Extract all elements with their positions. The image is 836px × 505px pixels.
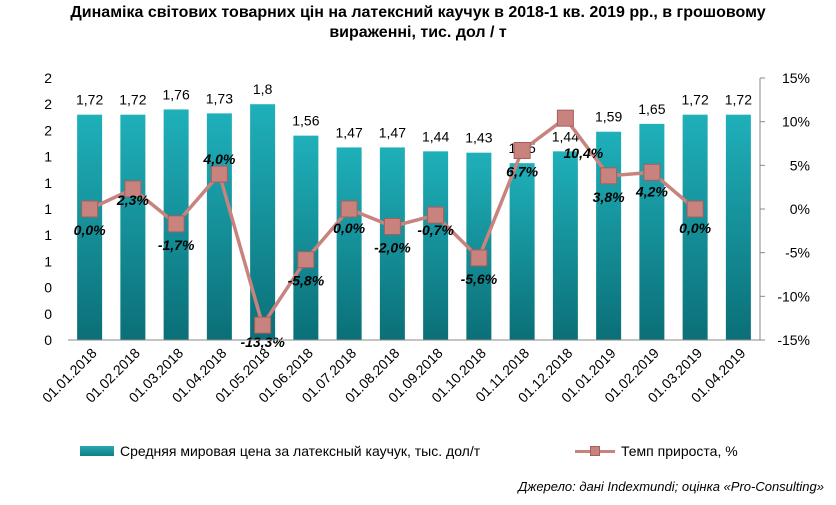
growth-data-label: 4,2% xyxy=(635,183,668,199)
left-axis-tick-label: 2 xyxy=(44,122,52,138)
growth-marker xyxy=(600,167,618,185)
price-bar xyxy=(206,113,232,341)
growth-marker xyxy=(556,109,574,127)
price-bar-label: 1,72 xyxy=(119,92,146,108)
growth-data-label: 10,4% xyxy=(564,145,604,161)
growth-marker xyxy=(167,215,185,233)
price-bar-label: 1,65 xyxy=(638,101,665,117)
growth-marker xyxy=(643,163,661,181)
left-axis-tick-label: 1 xyxy=(44,149,52,165)
left-axis: 0 0 0 1 1 1 1 1 2 2 2 xyxy=(44,70,52,348)
growth-marker xyxy=(210,165,228,183)
growth-marker xyxy=(340,200,358,218)
growth-data-label: 0,0% xyxy=(74,222,106,238)
legend-price-label: Средняя мировая цена за латексный каучук… xyxy=(120,443,481,459)
legend-item-price: Средняя мировая цена за латексный каучук… xyxy=(80,443,480,459)
left-axis-tick-label: 0 xyxy=(44,280,52,296)
left-axis-tick-label: 2 xyxy=(44,70,52,86)
right-axis-tick-label: -10% xyxy=(777,288,810,304)
left-axis-tick-label: 1 xyxy=(44,227,52,243)
price-bar xyxy=(682,114,708,341)
right-axis-tick-label: 0% xyxy=(790,201,810,217)
growth-data-labels: 0,0% 2,3% -1,7% 4,0% -13,3% -5,8% 0,0% -2,0% -0,… xyxy=(74,145,712,350)
chart-title-line-1: Динаміка світових товарних цін на латекс… xyxy=(70,4,766,21)
growth-data-label: 6,7% xyxy=(506,163,538,179)
x-axis: 01.01.201801.02.201801.03.201801.04.2018… xyxy=(39,339,760,406)
growth-data-label: 0,0% xyxy=(333,220,365,236)
right-axis-tick-label: -5% xyxy=(785,245,810,261)
right-axis-tick-label: 5% xyxy=(790,157,810,173)
price-bar xyxy=(639,123,665,340)
legend-growth-label: Темп прироста, % xyxy=(621,443,738,459)
price-bar-label: 1,72 xyxy=(725,92,752,108)
left-axis-tick-label: 2 xyxy=(44,96,52,112)
growth-data-label: 3,8% xyxy=(593,189,625,205)
price-bar-label: 1,72 xyxy=(682,92,709,108)
price-bar-label: 1,47 xyxy=(379,124,406,140)
growth-marker xyxy=(81,200,99,218)
price-bar-label: 1,76 xyxy=(163,86,190,102)
growth-marker xyxy=(470,249,488,267)
growth-data-label: -0,7% xyxy=(417,222,454,238)
price-bar xyxy=(250,104,276,340)
price-bar xyxy=(509,163,535,340)
left-axis-tick-label: 0 xyxy=(44,306,52,322)
price-bar-label: 1,73 xyxy=(206,90,233,106)
price-bar xyxy=(423,151,449,340)
price-bar-label: 1,56 xyxy=(292,113,319,129)
price-bar-label: 1,44 xyxy=(552,128,579,144)
growth-marker xyxy=(254,316,272,334)
price-bar xyxy=(336,147,362,340)
price-bar-label: 1,72 xyxy=(76,92,103,108)
legend-bar-swatch xyxy=(80,446,114,456)
chart-title-line-2: вираженні, тис. дол / т xyxy=(329,24,507,41)
bar-series xyxy=(77,104,751,341)
price-bar xyxy=(725,114,751,341)
price-bar xyxy=(293,135,319,340)
price-bar xyxy=(552,151,578,340)
chart-title: Динаміка світових товарних цін на латекс… xyxy=(0,3,836,43)
price-bar-label: 1,59 xyxy=(595,109,622,125)
growth-marker xyxy=(383,217,401,235)
source-note: Джерело: дані Indexmundi; оцінка «Pro-Co… xyxy=(518,479,824,494)
growth-data-label: -2,0% xyxy=(374,239,411,255)
growth-data-label: -5,8% xyxy=(288,273,325,289)
right-axis: -15% -10% -5% 0% 5% 10% 15% xyxy=(759,70,810,348)
growth-data-label: 4,0% xyxy=(202,151,235,167)
left-axis-tick-label: 0 xyxy=(44,332,52,348)
growth-data-label: -1,7% xyxy=(158,237,195,253)
left-axis-tick-label: 1 xyxy=(44,253,52,269)
price-bar-label: 1,8 xyxy=(253,81,273,97)
left-axis-tick-label: 1 xyxy=(44,201,52,217)
price-bar xyxy=(120,114,146,341)
legend: Средняя мировая цена за латексный каучук… xyxy=(0,443,836,463)
price-bar-label: 1,43 xyxy=(465,130,492,146)
legend-item-growth: Темп прироста, % xyxy=(575,443,738,459)
growth-marker xyxy=(427,206,445,224)
growth-marker xyxy=(124,180,142,198)
growth-data-label: 2,3% xyxy=(116,192,149,208)
price-bar xyxy=(379,147,405,340)
price-bar xyxy=(466,152,492,340)
right-axis-tick-label: 10% xyxy=(782,114,810,130)
growth-data-label: -5,6% xyxy=(461,271,498,287)
growth-data-label: 0,0% xyxy=(679,220,711,236)
price-bar-label: 1,47 xyxy=(336,124,363,140)
right-axis-tick-label: -15% xyxy=(777,332,810,348)
growth-marker xyxy=(297,251,315,269)
growth-data-label: -13,3% xyxy=(240,334,285,350)
left-axis-tick-label: 1 xyxy=(44,175,52,191)
growth-line-series xyxy=(81,109,704,334)
price-chart: 0 0 0 1 1 1 1 1 2 2 2 -15% -10% -5% 0% 5% 10% 15% 1,72 1,… xyxy=(39,70,810,406)
right-axis-tick-label: 15% xyxy=(782,70,810,86)
growth-marker xyxy=(686,200,704,218)
legend-line-swatch xyxy=(575,444,615,458)
price-bar-label: 1,44 xyxy=(422,128,449,144)
price-bar xyxy=(77,114,103,341)
growth-marker xyxy=(513,141,531,159)
